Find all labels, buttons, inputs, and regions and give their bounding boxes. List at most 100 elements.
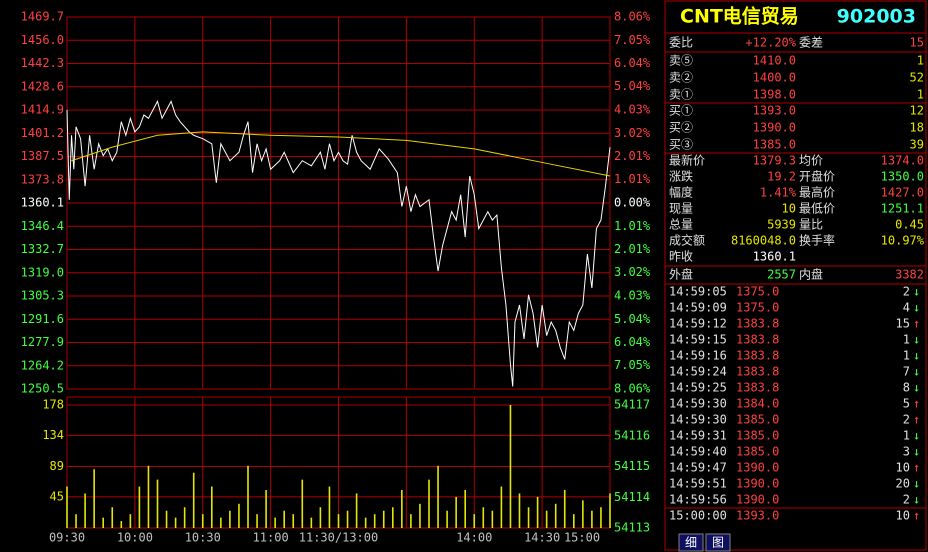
- y2-tick-label: 1.01%: [614, 219, 651, 233]
- trade-time: 15:00:00: [669, 509, 727, 523]
- volume-bar: [247, 465, 249, 528]
- volume-bar: [500, 486, 503, 528]
- trade-volume: 2: [903, 413, 910, 427]
- label: 均价: [799, 154, 823, 168]
- label: 买②: [669, 121, 693, 135]
- trade-price: 1383.8: [736, 317, 779, 331]
- volume-bar: [527, 507, 530, 528]
- volume-bar: [220, 517, 222, 528]
- trade-price: 1385.0: [736, 413, 779, 427]
- x-tick-label: 11:00: [253, 531, 289, 545]
- trade-direction: ↑: [913, 317, 920, 331]
- trade-price: 1384.0: [736, 397, 779, 411]
- trade-time: 14:59:40: [669, 445, 727, 459]
- label: 内盘: [799, 267, 823, 282]
- x-tick-label: 10:00: [117, 531, 153, 545]
- y2-tick-label: 4.03%: [614, 103, 651, 117]
- price: 1393.0: [753, 104, 796, 118]
- trade-time: 14:59:56: [669, 493, 727, 507]
- volume-bar: [84, 493, 86, 528]
- y-tick-label: 1456.0: [21, 33, 64, 47]
- trade-volume: 2: [903, 493, 910, 507]
- trade-direction: ↓: [913, 333, 920, 347]
- volume-bar: [229, 510, 231, 528]
- y2-tick-label: 7.05%: [614, 33, 651, 47]
- trade-time: 14:59:12: [669, 317, 727, 331]
- label: 最高价: [799, 185, 835, 200]
- volume-bar: [111, 507, 114, 528]
- y2-tick-label: 3.02%: [614, 265, 651, 279]
- trade-time: 14:59:15: [669, 333, 727, 347]
- volume-bar: [274, 517, 276, 528]
- value: +12.20%: [745, 36, 796, 50]
- trade-direction: ↓: [913, 365, 920, 379]
- trade-price: 1385.0: [736, 445, 779, 459]
- tab-label[interactable]: 图: [712, 536, 724, 550]
- trade-direction: ↓: [913, 349, 920, 363]
- price: 1398.0: [753, 88, 796, 102]
- y-tick-label: 1264.2: [21, 358, 64, 372]
- volume-bar: [165, 510, 168, 528]
- value: 1427.0: [881, 186, 924, 200]
- volume: 52: [910, 71, 924, 85]
- volume: 1: [917, 88, 924, 102]
- volume-bar: [573, 514, 575, 528]
- volume-bar: [66, 486, 68, 528]
- label: 现量: [669, 202, 693, 216]
- value: 15: [910, 36, 924, 50]
- trade-time: 14:59:47: [669, 461, 727, 475]
- label: 涨跌: [669, 169, 693, 184]
- y2-tick-label: 6.04%: [614, 56, 651, 70]
- value: 1379.3: [753, 154, 796, 168]
- value: 8160048.0: [731, 234, 796, 248]
- trade-volume: 3: [903, 445, 910, 459]
- volume-bar: [364, 517, 367, 528]
- tab-label[interactable]: 细: [685, 536, 697, 550]
- volume-bar: [147, 465, 150, 528]
- trade-price: 1390.0: [736, 493, 779, 507]
- y-tick-label: 134: [42, 428, 64, 442]
- y-tick-label: 1332.7: [21, 242, 64, 256]
- x-tick-label: 14:30: [524, 531, 560, 545]
- trade-volume: 1: [903, 333, 910, 347]
- trade-price: 1385.0: [736, 429, 779, 443]
- volume-bar: [201, 514, 204, 528]
- panel-frame: [664, 0, 927, 551]
- y-tick-label: 178: [42, 398, 64, 412]
- label: 委比: [669, 36, 693, 50]
- trade-direction: ↓: [913, 285, 920, 299]
- volume-bar: [211, 486, 213, 528]
- volume-bar: [382, 510, 385, 528]
- volume-bar: [582, 500, 584, 528]
- y-tick-label: 1305.3: [21, 289, 64, 303]
- trade-volume: 2: [903, 285, 910, 299]
- tab[interactable]: [678, 533, 704, 552]
- volume-bar: [174, 517, 177, 528]
- trade-direction: ↓: [913, 301, 920, 315]
- y2-tick-label: 5.04%: [614, 312, 651, 326]
- y2-tick-label: 54115: [614, 459, 650, 473]
- trade-direction: ↑: [913, 397, 920, 411]
- y-tick-label: 1360.1: [21, 196, 64, 210]
- y-tick-label: 1373.8: [21, 172, 64, 186]
- price: 1390.0: [753, 121, 796, 135]
- volume-bar: [156, 479, 159, 528]
- trade-direction: ↓: [913, 445, 920, 459]
- trade-time: 14:59:09: [669, 301, 727, 315]
- trade-direction: ↑: [913, 461, 920, 475]
- trade-volume: 7: [903, 365, 910, 379]
- y2-tick-label: 54114: [614, 490, 650, 504]
- value: 3382: [895, 268, 924, 282]
- y2-tick-label: 4.03%: [614, 289, 651, 303]
- x-tick-label: 09:30: [49, 531, 85, 545]
- trade-time: 14:59:30: [669, 397, 727, 411]
- volume-bar: [183, 507, 186, 528]
- tab[interactable]: [705, 533, 731, 552]
- price: 1385.0: [753, 138, 796, 152]
- y-tick-label: 1401.2: [21, 126, 64, 140]
- label: 开盘价: [799, 169, 835, 184]
- x-tick-label: 11:30/13:00: [299, 531, 378, 545]
- volume: 39: [910, 138, 924, 152]
- label: 卖①: [669, 88, 693, 102]
- volume-bar: [346, 510, 349, 528]
